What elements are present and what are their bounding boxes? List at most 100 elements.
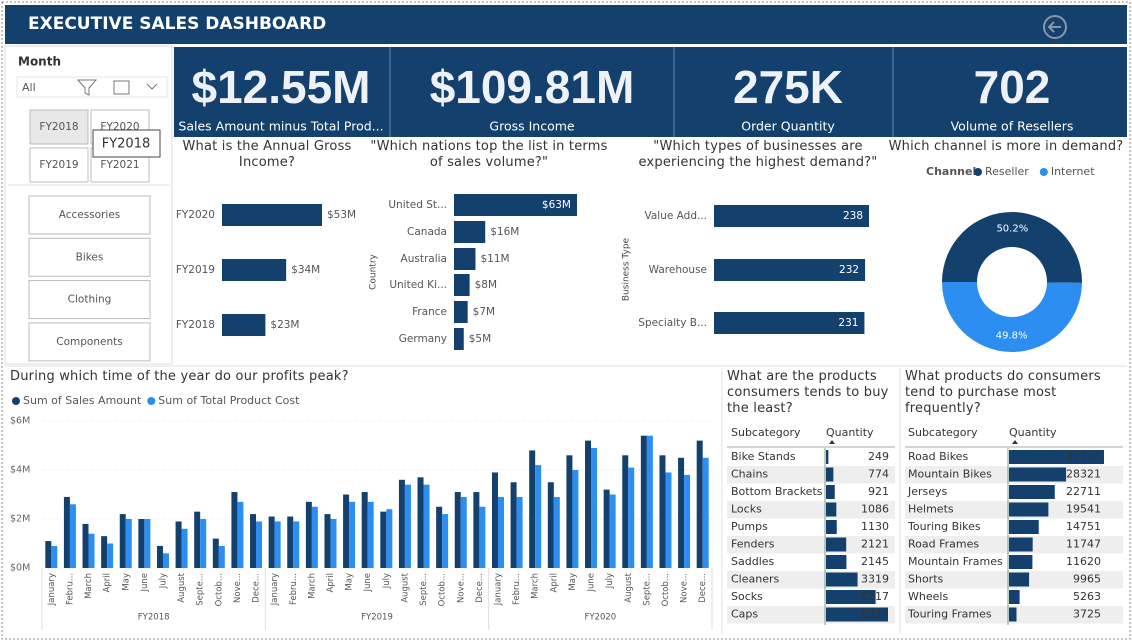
year-button-label[interactable]: FY2021: [100, 159, 139, 171]
x-tick-label: July: [382, 573, 392, 589]
category-button-label[interactable]: Accessories: [59, 209, 121, 221]
data-label: 231: [838, 317, 858, 329]
data-label: $7M: [473, 306, 495, 318]
bar: [714, 312, 865, 334]
data-bar: [1009, 502, 1049, 517]
column-bar: [63, 496, 70, 568]
data-bar: [826, 537, 847, 552]
x-tick-label: April: [103, 573, 113, 592]
row-value: 9965: [1073, 573, 1101, 586]
chart-title: What is the Annual Gross Income?: [182, 139, 352, 170]
x-tick-label: July: [605, 573, 615, 589]
kpi-label: Sales Amount minus Total Prod...: [178, 119, 383, 134]
year-button[interactable]: [29, 147, 89, 183]
row-value: 28321: [1066, 468, 1101, 481]
column-bar: [547, 482, 554, 568]
row-label: Mountain Frames: [908, 555, 1003, 568]
category-button[interactable]: [28, 280, 151, 320]
column-bar: [572, 470, 579, 568]
kpi-label: Gross Income: [489, 119, 575, 134]
y-tick-label: $4M: [10, 465, 30, 476]
data-bar: [1009, 572, 1030, 587]
row-label: Road Frames: [908, 538, 979, 551]
column-bar: [349, 501, 356, 568]
category-button-label[interactable]: Components: [56, 336, 122, 348]
x-tick-label: Octob...: [661, 573, 671, 606]
kpi-value: $109.81M: [430, 61, 635, 113]
year-button[interactable]: [29, 109, 89, 145]
row-label: Touring Frames: [907, 608, 992, 621]
x-tick-label: Dece...: [252, 573, 262, 603]
row-value: 6517: [861, 608, 889, 621]
column-header: Quantity: [826, 426, 874, 439]
column-bar: [566, 455, 573, 568]
column-header: Subcategory: [908, 426, 978, 439]
column-bar: [250, 514, 257, 568]
data-bar: [1009, 537, 1033, 552]
bar: [714, 205, 869, 227]
column-bar: [367, 501, 374, 568]
back-arrow: [1047, 21, 1061, 33]
row-label: Saddles: [731, 555, 775, 568]
column-bar: [156, 545, 163, 568]
column-bar: [404, 484, 411, 568]
x-tick-label: June: [363, 573, 373, 593]
category-label: FY2019: [176, 264, 215, 276]
data-label: 232: [839, 264, 859, 276]
x-tick-label: June: [140, 573, 150, 593]
data-label: $63M: [542, 199, 571, 211]
data-label: 50.2%: [996, 224, 1028, 235]
category-label: United St...: [388, 199, 447, 211]
category-button[interactable]: [28, 322, 151, 362]
row-label: Bike Stands: [731, 450, 796, 463]
column-bar: [237, 501, 244, 568]
column-bar: [646, 435, 653, 568]
y-tick-label: $2M: [10, 514, 30, 525]
row-band: [727, 466, 895, 484]
category-button[interactable]: [28, 195, 151, 235]
column-header: Quantity: [1009, 426, 1057, 439]
column-bar: [51, 545, 58, 568]
bar: [454, 328, 464, 350]
column-bar: [659, 455, 666, 568]
chart-title: "Which nations top the list in terms of …: [370, 139, 608, 170]
row-value: 14751: [1066, 520, 1101, 533]
slicer-dropdown[interactable]: [16, 76, 168, 98]
column-bar: [107, 543, 114, 568]
bar: [454, 274, 470, 296]
category-button[interactable]: [28, 237, 151, 277]
row-value: 921: [868, 485, 889, 498]
category-button-label[interactable]: Clothing: [68, 294, 112, 306]
back-button[interactable]: [1043, 15, 1067, 39]
sort-indicator: [1012, 440, 1018, 444]
column-bar: [535, 465, 542, 568]
chart-title: "Which types of businesses are experienc…: [638, 139, 878, 170]
focus-icon: [113, 80, 130, 95]
row-value: 47146: [1066, 450, 1101, 463]
year-button-label[interactable]: FY2018: [39, 121, 78, 133]
year-button-label[interactable]: FY2019: [39, 159, 78, 171]
column-bar: [398, 479, 405, 568]
category-button-label[interactable]: Bikes: [76, 251, 104, 263]
data-label: $11M: [480, 253, 509, 265]
category-label: Specialty B...: [638, 317, 707, 329]
x-tick-label: April: [549, 573, 559, 592]
row-label: Bottom Brackets: [731, 485, 823, 498]
x-tick-label: March: [84, 573, 94, 599]
row-value: 5217: [861, 590, 889, 603]
column-bar: [125, 519, 132, 568]
row-label: Locks: [731, 503, 762, 516]
y-axis-label: Business Type: [622, 237, 632, 301]
table-title: What are the products consumers tends to…: [727, 369, 889, 416]
x-tick-label: Febru...: [512, 573, 522, 605]
row-band: [727, 501, 895, 519]
tooltip-box: [92, 129, 161, 158]
data-bar: [1009, 485, 1055, 499]
data-label: $23M: [270, 319, 299, 331]
donut-slice: [942, 212, 1082, 283]
x-tick-label: March: [307, 573, 317, 599]
header-bar: [5, 5, 1127, 44]
slicer-title: Month: [18, 55, 61, 69]
chart-title: During which time of the year do our pro…: [10, 369, 349, 384]
